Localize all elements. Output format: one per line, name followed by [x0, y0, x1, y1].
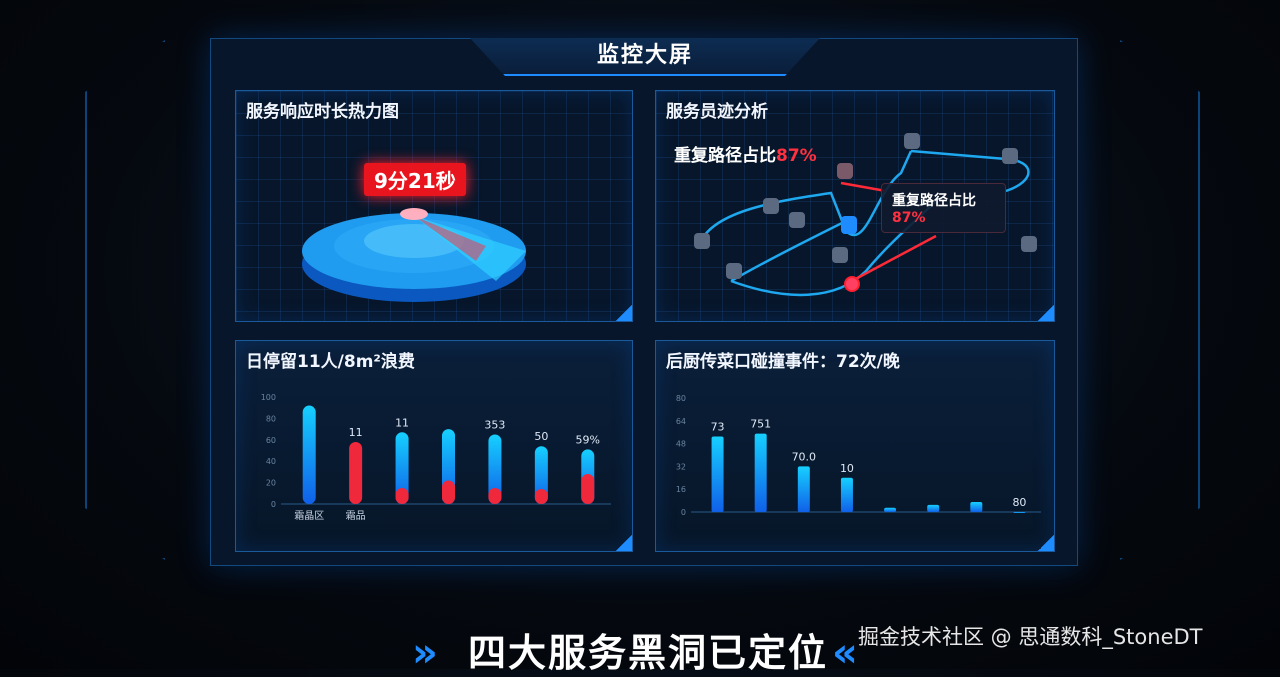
- y-tick-label: 20: [266, 479, 276, 488]
- y-tick-label: 40: [266, 457, 276, 466]
- x-tick-label: 霜晶区: [294, 510, 324, 522]
- y-tick-label: 0: [681, 508, 686, 517]
- idle-staff-panel: 日停留11人/8m²浪费 0 20 40 60 80 100 霜晶区 11 霜品 11 353 50 5…: [235, 340, 633, 552]
- collision-bar-chart: 0 16 32 48 64 80 73 751 70.0 10 80: [676, 394, 1041, 517]
- data-label: 50: [534, 430, 548, 443]
- y-tick-label: 100: [261, 393, 276, 402]
- y-tick-label: 64: [676, 417, 686, 426]
- corner-decoration: [616, 535, 632, 551]
- path-analysis-panel: 服务员迹分析 重复路径占比87% 重复路径占比87%: [655, 90, 1055, 322]
- path-network: [694, 133, 1037, 297]
- chevron-left-icon: »: [412, 630, 438, 676]
- bar: [711, 436, 724, 512]
- bar: [970, 502, 983, 512]
- repeat-path-label: 重复路径占比87%: [674, 141, 817, 166]
- dashboard-title: 监控大屏: [596, 43, 693, 68]
- bar-red-segment: [488, 487, 502, 504]
- panel-title: 服务员迹分析: [666, 102, 768, 122]
- panel-title: 后厨传菜口碰撞事件：72次/晚: [666, 352, 900, 372]
- data-label: 73: [711, 420, 725, 433]
- corner-decoration: [616, 305, 632, 321]
- data-label: 59%: [576, 433, 600, 446]
- watermark: 掘金技术社区 @ 思通数科_StoneDT: [858, 625, 1203, 649]
- heatmap-panel: 服务响应时长热力图 9分21秒: [235, 90, 633, 322]
- chevron-right-icon: «: [832, 630, 858, 676]
- bar: [488, 434, 502, 504]
- repeat-path-value: 87%: [776, 146, 817, 166]
- corner-decoration: [1038, 305, 1054, 321]
- corner-decoration: [1038, 535, 1054, 551]
- bar-red-segment: [395, 487, 409, 504]
- y-tick-label: 48: [676, 440, 686, 449]
- response-time-badge: 9分21秒: [364, 163, 466, 196]
- y-tick-label: 32: [676, 462, 686, 471]
- repeat-path-tooltip: 重复路径占比87%: [881, 183, 1006, 233]
- bar-red-segment: [442, 480, 455, 504]
- right-frame-decoration: [1120, 40, 1200, 560]
- repeat-path-label-text: 重复路径占比: [674, 146, 776, 166]
- x-tick-label: 霜品: [346, 510, 366, 522]
- bar: [927, 504, 940, 512]
- bar: [884, 507, 897, 512]
- bar: [1013, 512, 1026, 513]
- left-frame-decoration: [85, 40, 165, 560]
- y-tick-label: 60: [266, 436, 276, 445]
- data-label: 11: [395, 416, 409, 429]
- tooltip-label: 重复路径占比: [892, 193, 976, 209]
- bar: [754, 433, 767, 512]
- panel-title: 服务响应时长热力图: [246, 102, 399, 122]
- data-label: 11: [349, 426, 363, 439]
- caption: 四大服务黑洞已定位: [468, 631, 829, 675]
- bar-red-segment: [534, 489, 548, 504]
- idle-bar-chart: 0 20 40 60 80 100 霜晶区 11 霜品 11 353 50 59%: [261, 393, 611, 522]
- panel-title: 日停留11人/8m²浪费: [246, 352, 415, 372]
- data-label: 751: [750, 418, 771, 431]
- bar-red-segment: [581, 474, 595, 504]
- collision-panel: 后厨传菜口碰撞事件：72次/晚 0 16 32 48 64 80 73 751 70.0 10 80: [655, 340, 1055, 552]
- title-bar: 监控大屏: [470, 38, 820, 76]
- bar: [840, 477, 853, 512]
- data-label: 70.0: [792, 450, 817, 463]
- data-label: 353: [484, 418, 505, 431]
- y-tick-label: 80: [676, 394, 686, 403]
- y-tick-label: 0: [271, 500, 276, 509]
- tooltip-value: 87%: [892, 210, 926, 226]
- y-tick-label: 80: [266, 414, 276, 423]
- bar: [797, 466, 810, 512]
- bar: [534, 446, 548, 504]
- y-tick-label: 16: [676, 485, 686, 494]
- heatmap-disc: [302, 208, 526, 302]
- data-label: 10: [840, 462, 854, 475]
- bar: [395, 432, 409, 504]
- bar: [349, 441, 363, 504]
- alert-point-icon: [844, 276, 860, 292]
- bar: [302, 405, 316, 504]
- data-label: 80: [1012, 496, 1026, 509]
